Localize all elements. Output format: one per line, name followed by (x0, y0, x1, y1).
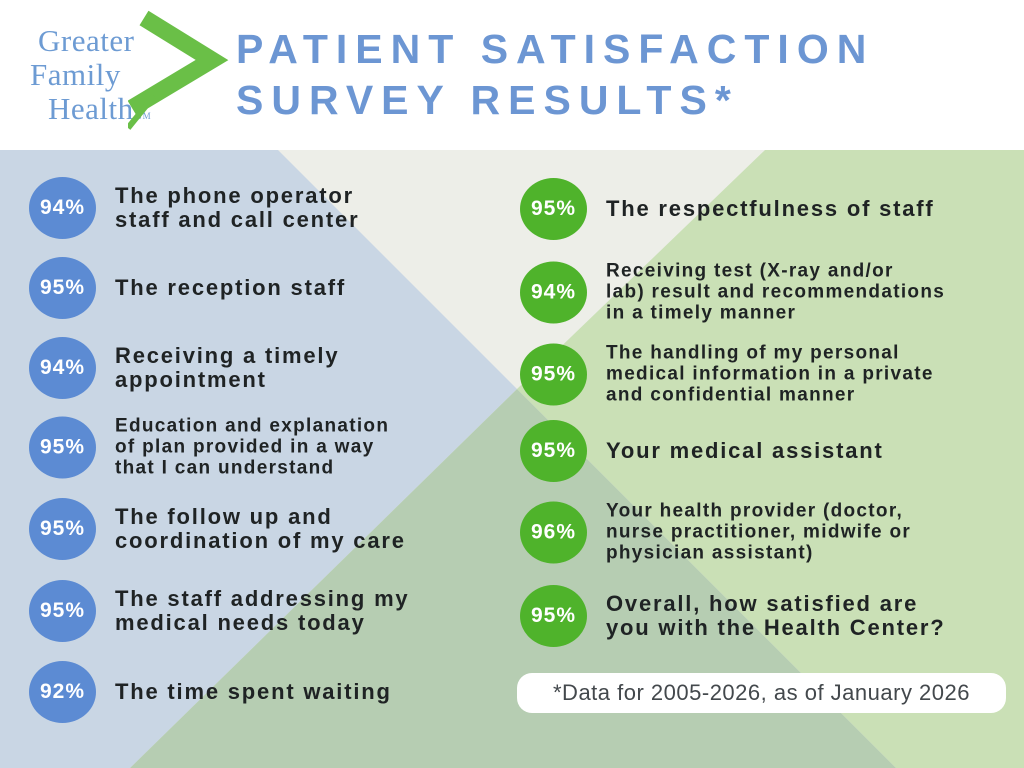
percentage-value: 94% (39, 356, 86, 379)
percentage-badge: 95% (520, 585, 587, 647)
stat-label-line: of plan provided in a way (115, 436, 375, 458)
stat-label-line: in a timely manner (606, 302, 797, 324)
stat-label-line: appointment (115, 367, 267, 392)
percentage-value: 95% (530, 362, 577, 385)
percentage-value: 95% (39, 276, 86, 299)
stat-label-line: nurse practitioner, midwife or (606, 521, 912, 543)
percentage-badge: 95% (29, 498, 96, 560)
stat-row: 95% Overall, how satisfied are you with … (520, 585, 946, 647)
stat-row: 95% The respectfulness of staff (520, 178, 935, 240)
footnote-text: *Data for 2005-2026, as of January 2026 (553, 680, 970, 705)
percentage-value: 95% (530, 439, 577, 462)
page-title: PATIENT SATISFACTION SURVEY RESULTS* (236, 24, 874, 126)
percentage-value: 95% (39, 517, 86, 540)
percentage-badge: 95% (29, 257, 96, 319)
stat-label-line: Your health provider (doctor, (606, 500, 904, 522)
stat-label: The follow up and coordination of my car… (115, 505, 406, 553)
percentage-badge: 95% (520, 420, 587, 482)
percentage-badge: 94% (520, 261, 587, 323)
stat-label-line: Your medical assistant (606, 438, 884, 463)
logo-line-family: Family (30, 57, 121, 92)
percentage-value: 96% (530, 520, 577, 543)
page-title-line-2: SURVEY RESULTS* (236, 77, 739, 123)
page-title-line-1: PATIENT SATISFACTION (236, 26, 875, 72)
percentage-badge: 92% (29, 661, 96, 723)
stat-row: 96% Your health provider (doctor, nurse … (520, 501, 911, 564)
stat-label-line: and confidential manner (606, 384, 856, 406)
percentage-badge: 95% (29, 416, 96, 478)
background (0, 150, 1024, 768)
stat-label-line: The staff addressing my (115, 586, 410, 611)
stat-label-line: The phone operator (115, 183, 354, 208)
stat-label: Your medical assistant (606, 439, 884, 463)
percentage-value: 95% (530, 197, 577, 220)
stat-row: 94% Receiving a timely appointment (29, 337, 339, 399)
percentage-badge: 94% (29, 177, 96, 239)
stat-label-line: you with the Health Center? (606, 615, 946, 640)
stat-label-line: physician assistant) (606, 542, 814, 564)
stat-label: The respectfulness of staff (606, 197, 935, 221)
stat-label: Receiving test (X-ray and/or lab) result… (606, 261, 945, 324)
footnote-pill: *Data for 2005-2026, as of January 2026 (517, 673, 1006, 713)
stat-row: 95% Education and explanation of plan pr… (29, 416, 389, 479)
percentage-badge: 96% (520, 501, 587, 563)
percentage-value: 94% (530, 280, 577, 303)
stat-row: 95% The follow up and coordination of my… (29, 498, 406, 560)
percentage-badge: 95% (29, 580, 96, 642)
percentage-value: 95% (39, 435, 86, 458)
stat-label-line: medical information in a private (606, 363, 934, 385)
logo-servicemark: SM (136, 111, 152, 121)
stat-label: The time spent waiting (115, 680, 392, 704)
stat-label-line: coordination of my care (115, 528, 406, 553)
stat-label: Your health provider (doctor, nurse prac… (606, 501, 911, 564)
stat-label-line: staff and call center (115, 207, 360, 232)
stat-label: Education and explanation of plan provid… (115, 416, 389, 479)
percentage-value: 95% (530, 604, 577, 627)
stat-row: 95% The handling of my personal medical … (520, 343, 934, 406)
stat-row: 95% Your medical assistant (520, 420, 884, 482)
stat-label-line: Receiving a timely (115, 343, 340, 368)
percentage-value: 94% (39, 196, 86, 219)
stat-label: The staff addressing my medical needs to… (115, 587, 409, 635)
stat-label-line: The respectfulness of staff (606, 196, 935, 221)
logo-text: Greater Family Health SM (30, 24, 152, 133)
stat-label: The phone operator staff and call center (115, 184, 359, 232)
header: Greater Family Health SM PATIENT SATISFAC… (0, 0, 1024, 150)
stat-row: 95% The reception staff (29, 257, 346, 319)
stat-row: 94% The phone operator staff and call ce… (29, 177, 359, 239)
brand-arrow-icon (128, 10, 229, 130)
logo-line-health: Health (48, 91, 134, 126)
stat-label-line: that I can understand (115, 457, 335, 479)
stat-label: The reception staff (115, 276, 346, 300)
stat-label-line: The time spent waiting (115, 679, 392, 704)
stat-label-line: lab) result and recommendations (606, 281, 946, 303)
stat-label: The handling of my personal medical info… (606, 343, 934, 406)
percentage-badge: 94% (29, 337, 96, 399)
stat-label: Overall, how satisfied are you with the … (606, 592, 946, 640)
stat-label-line: Receiving test (X-ray and/or (606, 260, 894, 282)
stat-label-line: The handling of my personal (606, 342, 900, 364)
percentage-badge: 95% (520, 343, 587, 405)
stat-label-line: The follow up and (115, 504, 333, 529)
stat-row: 95% The staff addressing my medical need… (29, 580, 409, 642)
stat-label-line: Education and explanation (115, 415, 390, 437)
stat-label: Receiving a timely appointment (115, 344, 339, 392)
logo-line-greater: Greater (38, 23, 135, 58)
stat-row: 94% Receiving test (X-ray and/or lab) re… (520, 261, 945, 324)
percentage-badge: 95% (520, 178, 587, 240)
percentage-value: 95% (39, 599, 86, 622)
stat-row: 92% The time spent waiting (29, 661, 392, 723)
stat-label-line: medical needs today (115, 610, 366, 635)
stat-label-line: The reception staff (115, 275, 347, 300)
percentage-value: 92% (39, 680, 86, 703)
stat-label-line: Overall, how satisfied are (606, 591, 919, 616)
